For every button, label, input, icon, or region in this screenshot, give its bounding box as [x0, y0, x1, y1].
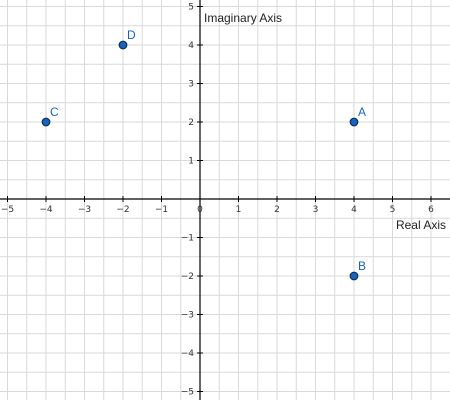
y-tick-label: −4 — [181, 349, 195, 359]
x-tick-label: −5 — [1, 205, 14, 215]
y-axis-title: Imaginary Axis — [204, 11, 282, 25]
x-tick-label: 1 — [236, 205, 242, 215]
x-tick-label: 0 — [197, 205, 203, 215]
tick-labels: −5 −4 −3 −2 −1 0 1 2 3 4 5 6 −5 −4 −3 −2 −1 1 2 3 4 5 — [1, 3, 434, 398]
y-tick-label: 4 — [188, 41, 194, 51]
data-point-a — [349, 117, 359, 127]
x-tick-label: 5 — [390, 205, 396, 215]
point-label-c: C — [50, 105, 59, 119]
data-point-c — [41, 117, 51, 127]
y-tick-label: 3 — [188, 80, 194, 90]
y-tick-label: −3 — [181, 311, 194, 321]
data-point-b — [349, 271, 359, 281]
y-tick-label: 5 — [188, 3, 194, 13]
point-label-a: A — [358, 105, 366, 119]
data-point-d — [118, 40, 128, 50]
point-label-b: B — [358, 259, 366, 273]
x-tick-label: −4 — [39, 205, 53, 215]
x-tick-label: 6 — [428, 205, 434, 215]
y-tick-label: 1 — [188, 157, 194, 167]
data-points: A B C D — [41, 28, 366, 281]
x-tick-label: −3 — [78, 205, 91, 215]
x-tick-label: −2 — [116, 205, 129, 215]
x-tick-label: −1 — [155, 205, 168, 215]
y-tick-label: −1 — [181, 234, 194, 244]
x-tick-label: 2 — [274, 205, 280, 215]
y-tick-label: −2 — [181, 272, 194, 282]
x-tick-label: 4 — [351, 205, 357, 215]
y-tick-label: −5 — [181, 388, 194, 398]
x-axis-title: Real Axis — [396, 218, 446, 232]
point-label-d: D — [127, 28, 136, 42]
y-tick-label: 2 — [188, 118, 194, 128]
x-tick-label: 3 — [313, 205, 319, 215]
